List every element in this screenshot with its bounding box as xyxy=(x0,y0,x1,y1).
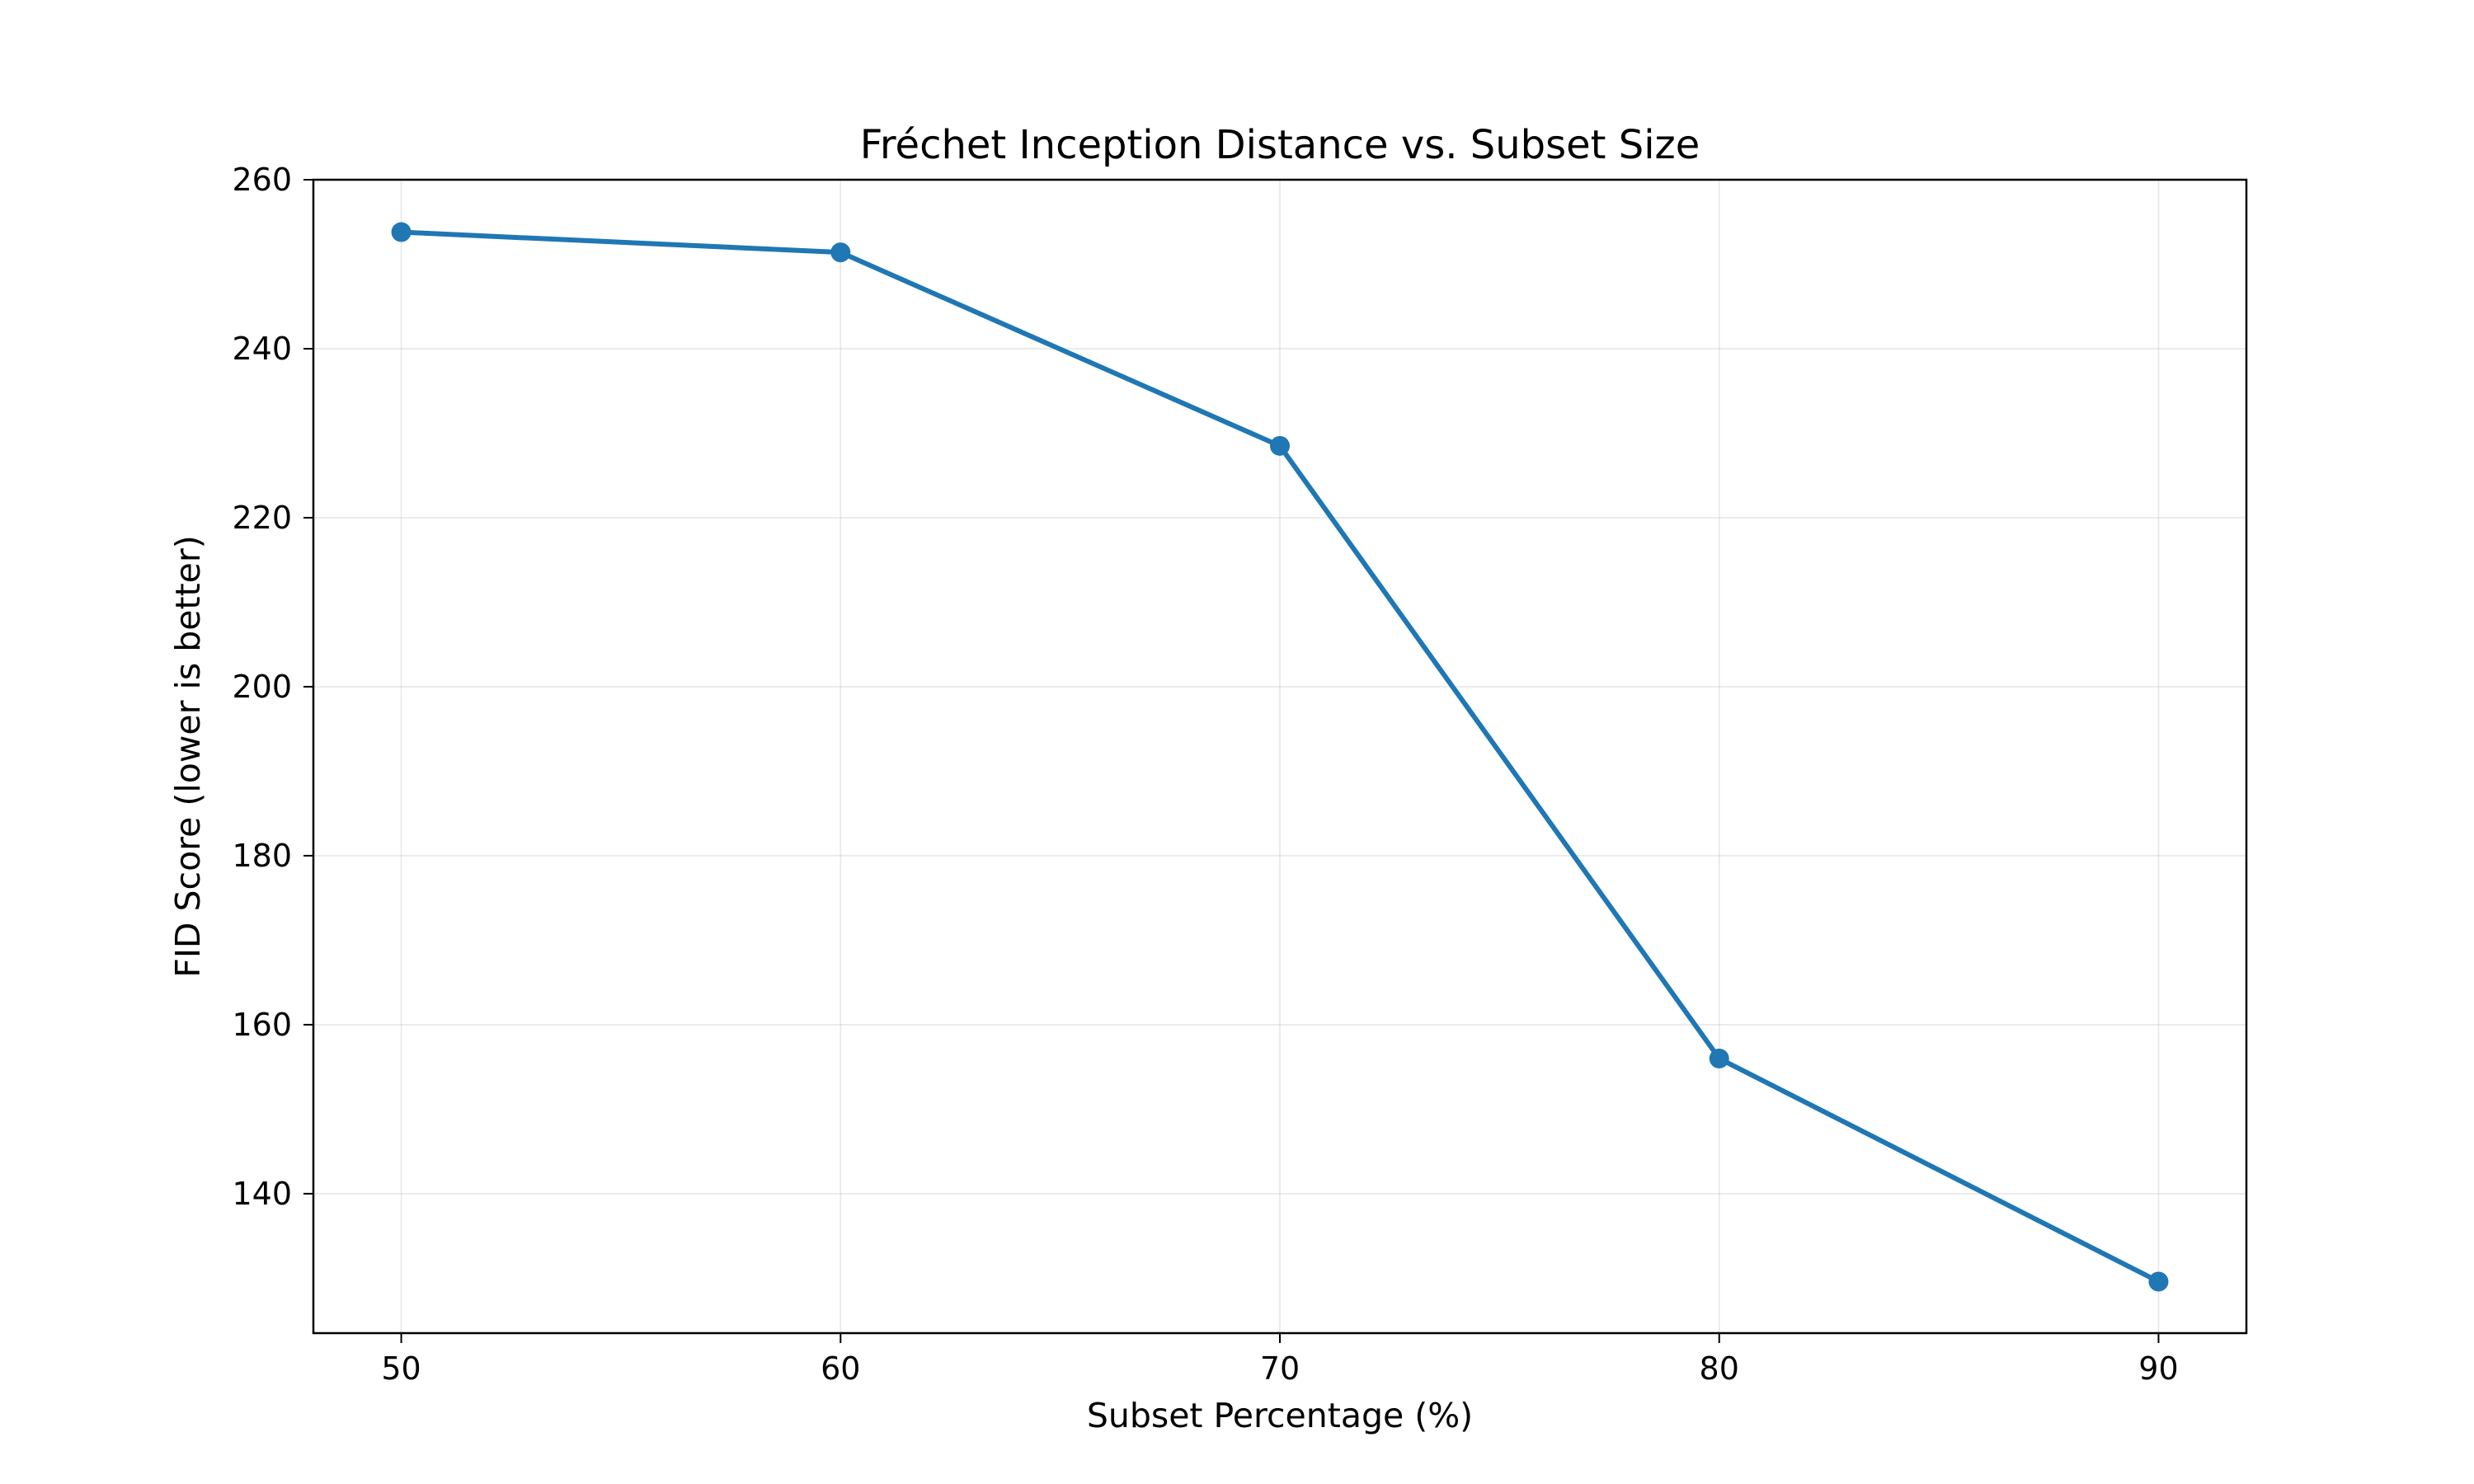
y-axis-title: FID Score (lower is better) xyxy=(168,535,208,978)
y-tick-label: 180 xyxy=(232,838,292,874)
series-layer xyxy=(391,222,2169,1292)
x-tick-label: 80 xyxy=(1700,1350,1739,1387)
y-tick-label: 260 xyxy=(232,162,292,198)
y-tick-label: 220 xyxy=(232,500,292,536)
data-point-marker xyxy=(1709,1048,1729,1068)
x-tick-label: 50 xyxy=(381,1350,421,1387)
y-tick-label: 240 xyxy=(232,331,292,367)
axis-ticks: 50 60 70 80 90 140 160 180 200 220 240 260 xyxy=(232,162,2178,1387)
data-point-marker xyxy=(391,222,412,242)
data-point-marker xyxy=(2148,1271,2169,1292)
x-tick-label: 70 xyxy=(1260,1350,1300,1387)
y-tick-label: 200 xyxy=(232,669,292,705)
chart-title: Fréchet Inception Distance vs. Subset Si… xyxy=(860,122,1700,168)
x-tick-label: 90 xyxy=(2138,1350,2178,1387)
y-tick-label: 140 xyxy=(232,1176,292,1212)
data-point-marker xyxy=(1270,435,1290,456)
y-tick-label: 160 xyxy=(232,1007,292,1043)
x-tick-label: 60 xyxy=(821,1350,860,1387)
x-axis-title: Subset Percentage (%) xyxy=(1087,1396,1473,1435)
data-point-marker xyxy=(830,242,851,263)
